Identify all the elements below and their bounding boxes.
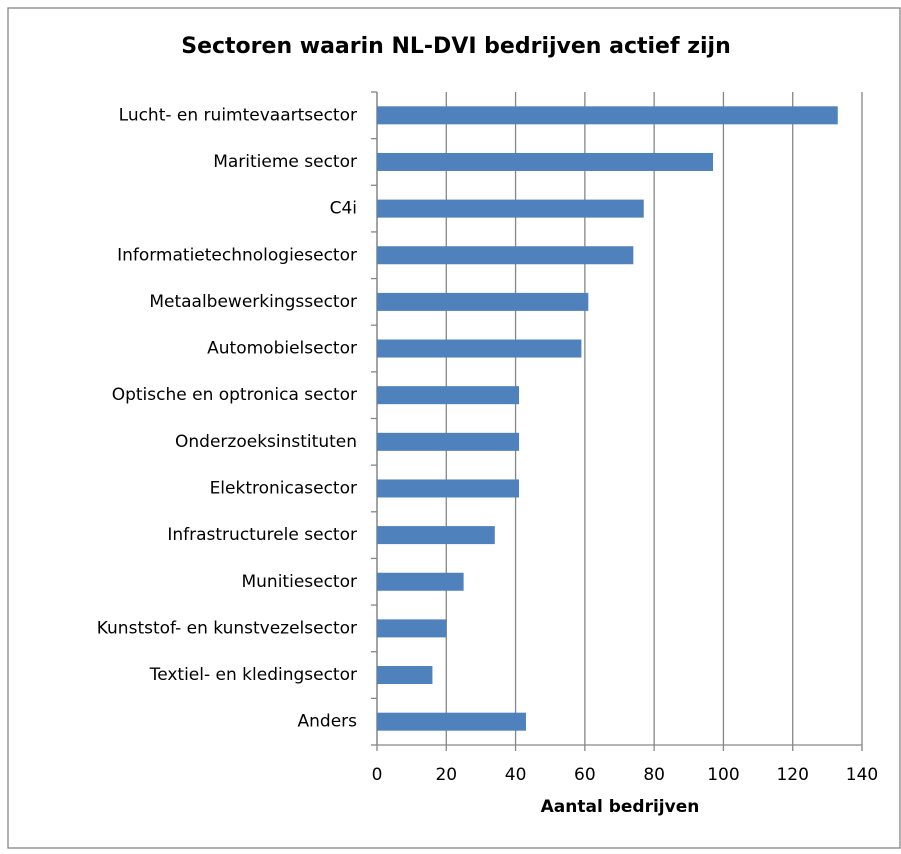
bar <box>377 152 714 171</box>
y-tick-label: C4i <box>330 199 357 219</box>
y-tick-label: Munitiesector <box>241 572 357 592</box>
y-tick-label: Maritieme sector <box>213 152 357 172</box>
x-axis-title: Aantal bedrijven <box>541 797 700 817</box>
x-tick-label: 60 <box>574 765 596 785</box>
bar <box>377 526 495 545</box>
y-tick-label: Elektronicasector <box>210 478 357 498</box>
y-tick-label: Lucht- en ruimtevaartsector <box>119 105 357 125</box>
bar <box>377 199 644 218</box>
y-tick-label: Infrastructurele sector <box>167 525 357 545</box>
y-tick-label: Automobielsector <box>207 339 357 359</box>
x-tick-label: 0 <box>372 765 383 785</box>
x-tick-label: 40 <box>505 765 527 785</box>
y-tick-label: Kunststof- en kunstvezelsector <box>97 618 357 638</box>
bar <box>377 666 433 685</box>
bar <box>377 432 520 451</box>
x-tick-label: 100 <box>707 765 739 785</box>
y-tick-label: Metaalbewerkingssector <box>149 292 357 312</box>
y-tick-label: Textiel- en kledingsector <box>149 665 357 685</box>
y-tick-label: Anders <box>298 712 358 732</box>
chart-title: Sectoren waarin NL-DVI bedrijven actief … <box>181 34 731 59</box>
x-tick-label: 120 <box>776 765 808 785</box>
x-tick-label: 140 <box>846 765 878 785</box>
x-tick-label: 20 <box>435 765 457 785</box>
y-tick-label: Optische en optronica sector <box>112 385 357 405</box>
bar <box>377 339 582 358</box>
bar <box>377 246 634 265</box>
y-tick-label: Onderzoeksinstituten <box>175 432 357 452</box>
bar <box>377 619 447 638</box>
bar <box>377 479 520 498</box>
bar <box>377 572 464 591</box>
bar <box>377 292 589 311</box>
bar <box>377 106 838 125</box>
chart-border <box>7 7 901 849</box>
bar <box>377 712 526 731</box>
bar <box>377 386 520 405</box>
y-tick-label: Informatietechnologiesector <box>117 245 357 265</box>
x-tick-label: 80 <box>643 765 665 785</box>
